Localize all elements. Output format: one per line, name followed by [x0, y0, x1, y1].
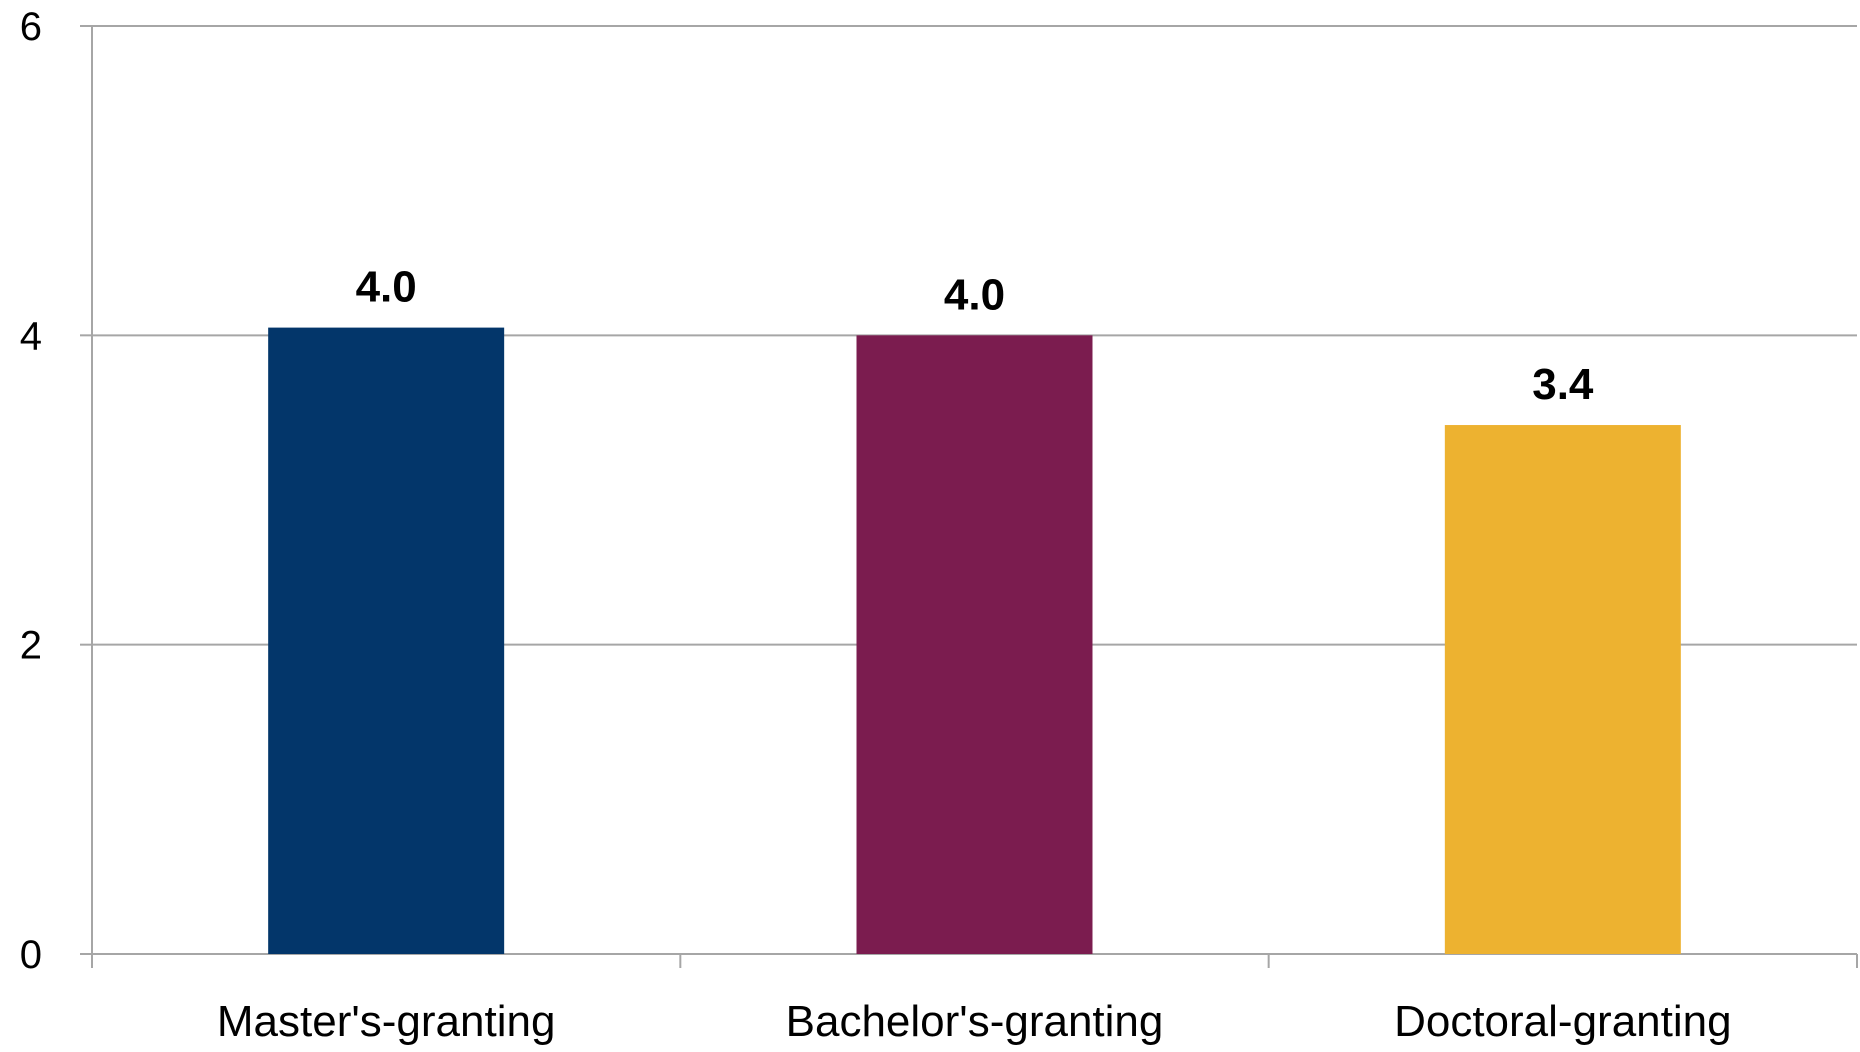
bars	[268, 327, 1681, 955]
data-label-1: 4.0	[944, 270, 1005, 319]
y-tick-label: 4	[20, 314, 42, 358]
category-label-0: Master's-granting	[217, 997, 556, 1046]
y-tick-label: 0	[20, 933, 42, 977]
y-tick-label: 2	[20, 624, 42, 668]
category-label-1: Bachelor's-granting	[786, 997, 1164, 1046]
bar-2	[1444, 425, 1681, 954]
y-tick-label: 6	[20, 5, 42, 49]
bar-0	[268, 327, 505, 955]
category-label-2: Doctoral-granting	[1394, 997, 1732, 1046]
bar-1	[856, 335, 1093, 954]
data-label-0: 4.0	[356, 263, 417, 312]
data-label-2: 3.4	[1532, 360, 1594, 409]
labels: 0 2 4 6 4.0 Master's-granting 4.0 Bachelor's-gr…	[20, 5, 1732, 1046]
